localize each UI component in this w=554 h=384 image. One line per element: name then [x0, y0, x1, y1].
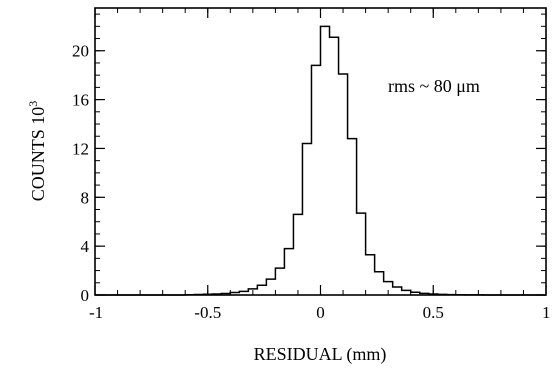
major-ticks — [94, 8, 547, 296]
y-tick-label: 16 — [72, 91, 89, 110]
y-tick-label: 0 — [81, 286, 90, 305]
x-tick-label: -0.5 — [194, 303, 221, 322]
y-tick-label: 8 — [81, 188, 90, 207]
y-tick-label: 12 — [72, 139, 89, 158]
x-tick-label: 0 — [316, 303, 325, 322]
histogram-series — [95, 25, 546, 296]
y-tick-label: 4 — [81, 237, 90, 256]
x-axis-label: RESIDUAL (mm) — [254, 344, 387, 365]
x-tick-label: 1 — [542, 303, 551, 322]
tick-labels: -1 -0.5 0 0.5 1 0 4 8 12 16 20 — [72, 42, 551, 322]
x-tick-label: 0.5 — [423, 303, 444, 322]
y-axis-label-text: COUNTS 10 — [28, 107, 48, 202]
annotation-rms: rms ~ 80 μm — [388, 76, 480, 96]
y-tick-label: 20 — [72, 42, 89, 61]
y-axis-label-exponent: 3 — [26, 101, 40, 107]
x-tick-label: -1 — [89, 303, 103, 322]
y-axis-label: COUNTS 103 — [26, 101, 48, 202]
